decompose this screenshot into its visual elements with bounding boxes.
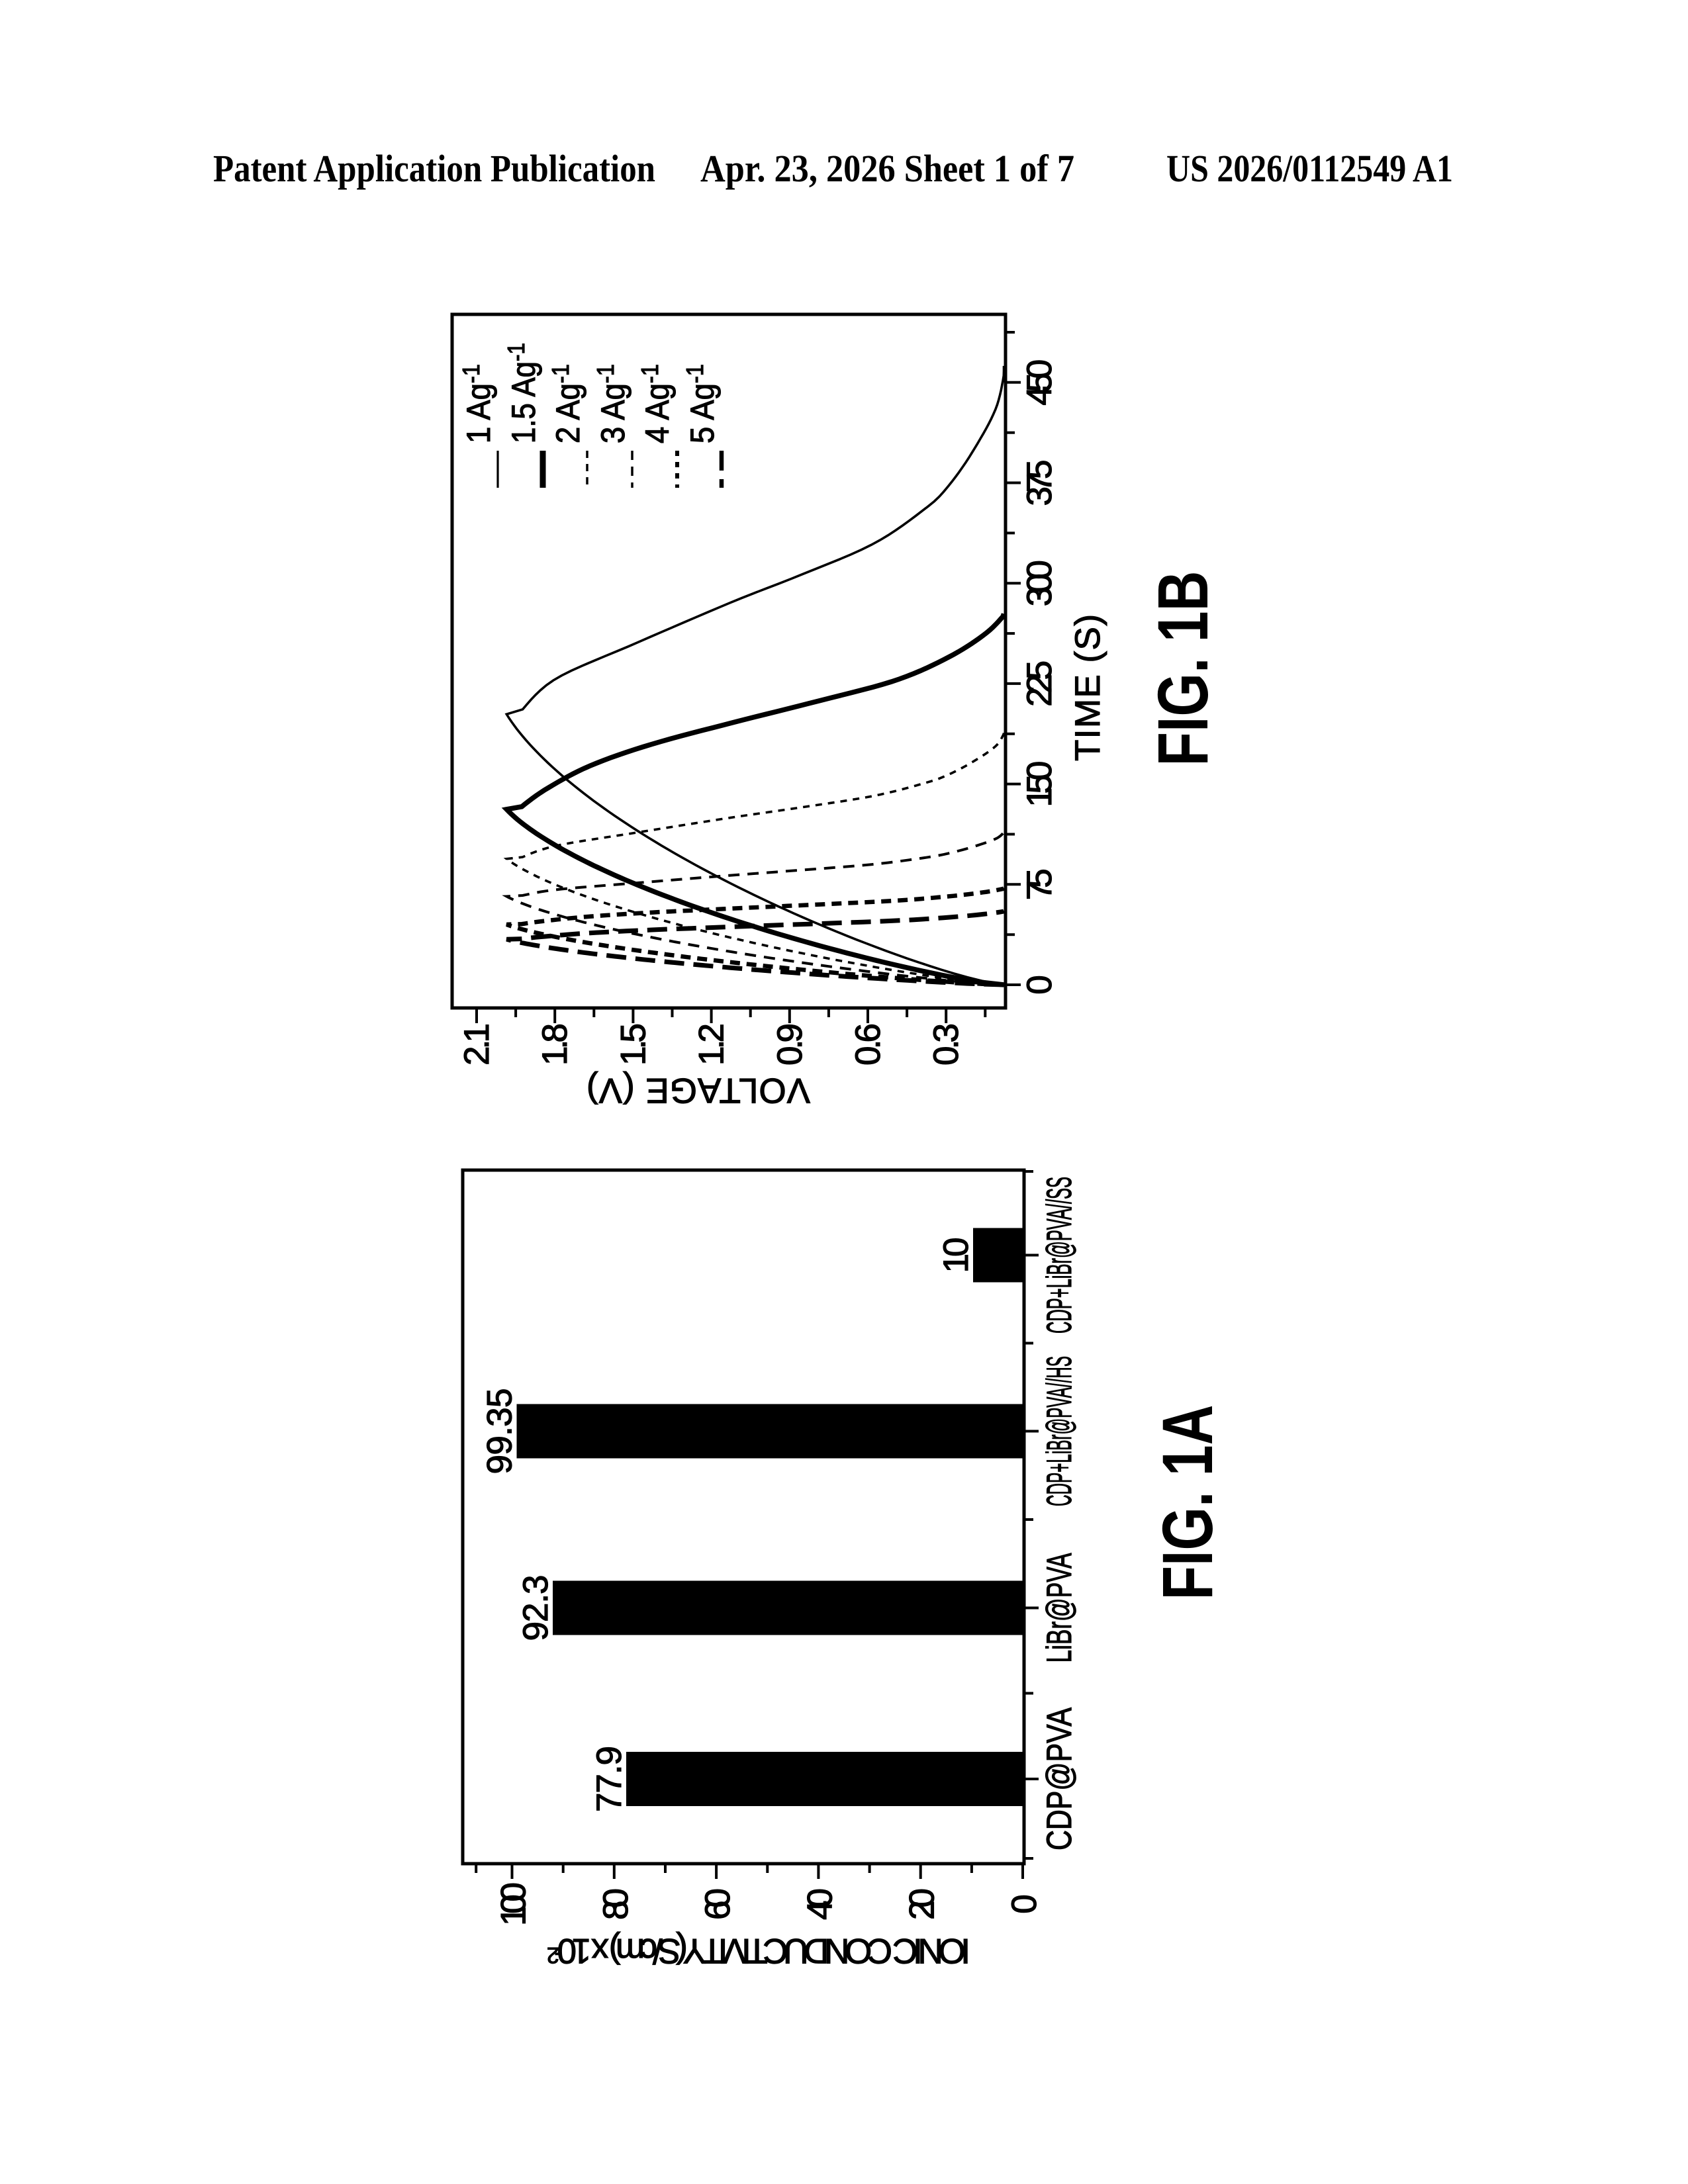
svg-text:CDP@PVA: CDP@PVA: [1040, 1707, 1079, 1850]
svg-text:LiBr@PVA: LiBr@PVA: [1040, 1553, 1079, 1662]
svg-text:US 2026/0112549 A1: US 2026/0112549 A1: [1166, 147, 1453, 190]
svg-text:0.6: 0.6: [849, 1023, 888, 1066]
svg-text:20: 20: [903, 1888, 942, 1920]
svg-text:375: 375: [1020, 460, 1059, 506]
svg-text:77.9: 77.9: [590, 1746, 629, 1812]
svg-text:IONIC CONDUCTIVITY(S/cm) x 10-: IONIC CONDUCTIVITY(S/cm) x 10-2: [547, 1931, 970, 1970]
svg-text:0.3: 0.3: [927, 1023, 966, 1066]
svg-text:80: 80: [596, 1888, 635, 1920]
svg-text:FIG. 1B: FIG. 1B: [1143, 571, 1223, 766]
svg-text:100: 100: [494, 1882, 534, 1926]
svg-text:Patent Application Publication: Patent Application Publication: [213, 147, 655, 190]
svg-text:75: 75: [1020, 868, 1059, 900]
svg-text:CDP+LiBr@PVA//HS: CDP+LiBr@PVA//HS: [1040, 1356, 1079, 1506]
svg-text:1.2: 1.2: [692, 1023, 731, 1066]
svg-text:40: 40: [800, 1888, 839, 1920]
svg-text:0: 0: [1005, 1894, 1044, 1913]
svg-text:150: 150: [1020, 761, 1059, 807]
svg-text:FIG. 1A: FIG. 1A: [1147, 1405, 1227, 1600]
svg-text:2.1: 2.1: [457, 1023, 496, 1066]
svg-text:92.3: 92.3: [516, 1575, 555, 1641]
svg-text:0.9: 0.9: [771, 1023, 810, 1066]
svg-text:10: 10: [937, 1238, 976, 1273]
svg-text:Apr. 23, 2026 Sheet 1 of 7: Apr. 23, 2026 Sheet 1 of 7: [700, 147, 1074, 190]
svg-text:0: 0: [1020, 975, 1059, 994]
svg-text:225: 225: [1020, 660, 1059, 707]
svg-text:1.5: 1.5: [614, 1023, 653, 1066]
svg-text:99.35: 99.35: [481, 1388, 520, 1475]
svg-text:450: 450: [1020, 359, 1059, 406]
svg-text:VOLTAGE (V): VOLTAGE (V): [586, 1071, 810, 1110]
svg-text:TIME (S): TIME (S): [1068, 614, 1107, 761]
svg-text:CDP+LiBr@PVA//SS: CDP+LiBr@PVA//SS: [1040, 1177, 1079, 1334]
svg-text:1.8: 1.8: [536, 1023, 575, 1066]
svg-text:60: 60: [698, 1888, 737, 1920]
svg-text:300: 300: [1020, 560, 1059, 606]
